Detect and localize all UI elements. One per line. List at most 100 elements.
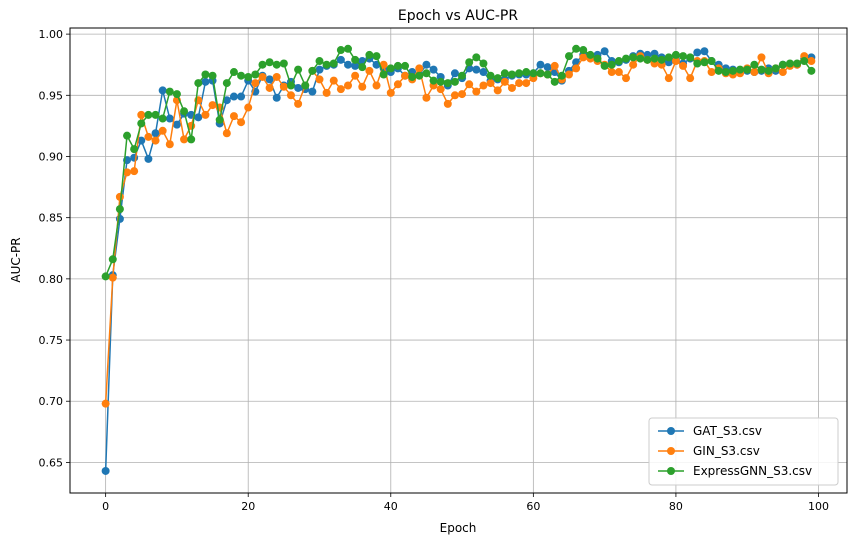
data-point	[194, 79, 203, 88]
y-tick-label: 0.70	[39, 395, 64, 408]
data-point	[515, 79, 524, 88]
data-point	[237, 118, 246, 127]
data-point	[422, 93, 431, 102]
data-point	[308, 66, 317, 75]
series-line	[104, 48, 812, 277]
data-point	[201, 70, 210, 79]
data-point	[486, 79, 495, 88]
data-point	[436, 77, 445, 86]
data-point	[750, 68, 759, 77]
data-point	[707, 68, 716, 77]
data-point	[614, 68, 623, 77]
data-point	[251, 70, 260, 79]
data-point	[237, 92, 246, 101]
data-point	[101, 399, 110, 408]
data-point	[165, 87, 174, 96]
data-point	[536, 60, 545, 69]
plot-frame	[69, 27, 848, 494]
data-point	[700, 47, 709, 56]
x-tick-label: 40	[384, 500, 398, 513]
data-point	[130, 167, 139, 176]
data-point	[629, 60, 638, 69]
data-point	[194, 113, 203, 122]
data-point	[130, 145, 139, 154]
data-point	[622, 74, 631, 83]
series-1	[101, 52, 816, 408]
data-point	[472, 65, 481, 74]
data-point	[607, 60, 616, 69]
y-tick-label: 0.85	[39, 212, 64, 225]
data-point	[600, 47, 609, 56]
grid	[70, 28, 847, 493]
data-point	[101, 272, 110, 281]
x-tick-label: 20	[241, 500, 255, 513]
data-point	[693, 59, 702, 68]
data-point	[429, 76, 438, 85]
data-point	[458, 90, 467, 99]
data-point	[443, 79, 452, 88]
data-point	[572, 64, 581, 73]
data-point	[258, 60, 267, 69]
data-point	[372, 52, 381, 61]
data-point	[351, 71, 360, 80]
data-point	[500, 77, 509, 86]
data-point	[793, 59, 802, 68]
data-point	[671, 57, 680, 66]
data-point	[279, 59, 288, 68]
data-point	[465, 58, 474, 67]
data-point	[450, 91, 459, 100]
data-point	[222, 96, 231, 105]
data-point	[764, 66, 773, 75]
data-point	[422, 69, 431, 78]
data-point	[379, 70, 388, 79]
data-point	[629, 53, 638, 62]
data-point	[750, 60, 759, 69]
data-point	[115, 192, 124, 201]
data-point	[272, 60, 281, 69]
data-point	[643, 55, 652, 64]
data-point	[172, 90, 181, 99]
data-point	[700, 58, 709, 67]
data-point	[550, 61, 559, 70]
data-point	[586, 50, 595, 59]
data-point	[450, 69, 459, 78]
data-point	[543, 63, 552, 72]
data-point	[229, 92, 238, 101]
legend-swatch-marker	[667, 427, 675, 435]
data-point	[657, 55, 666, 64]
data-point	[158, 86, 167, 95]
data-point	[493, 86, 502, 95]
data-point	[693, 48, 702, 57]
data-point	[486, 71, 495, 80]
y-tick-label: 1.00	[39, 28, 64, 41]
data-point	[222, 79, 231, 88]
data-point	[686, 74, 695, 83]
data-point	[172, 120, 181, 129]
data-point	[472, 87, 481, 96]
data-point	[679, 52, 688, 61]
data-point	[265, 58, 274, 67]
data-point	[158, 126, 167, 135]
data-point	[401, 61, 410, 70]
data-point	[165, 114, 174, 123]
data-point	[450, 77, 459, 86]
data-point	[443, 99, 452, 108]
data-point	[301, 81, 310, 90]
data-point	[458, 71, 467, 80]
data-point	[329, 59, 338, 68]
data-point	[315, 57, 324, 66]
series-2	[101, 44, 816, 281]
data-point	[393, 80, 402, 89]
data-point	[180, 135, 189, 144]
data-point	[336, 85, 345, 94]
data-point	[579, 53, 588, 62]
legend: GAT_S3.csv GIN_S3.csv ExpressGNN_S3.csv	[648, 417, 839, 486]
data-point	[308, 87, 317, 96]
data-point	[286, 91, 295, 100]
data-point	[208, 71, 217, 80]
data-point	[294, 99, 303, 108]
data-point	[294, 65, 303, 74]
data-point	[721, 68, 730, 77]
data-point	[686, 53, 695, 62]
data-point	[322, 60, 331, 69]
